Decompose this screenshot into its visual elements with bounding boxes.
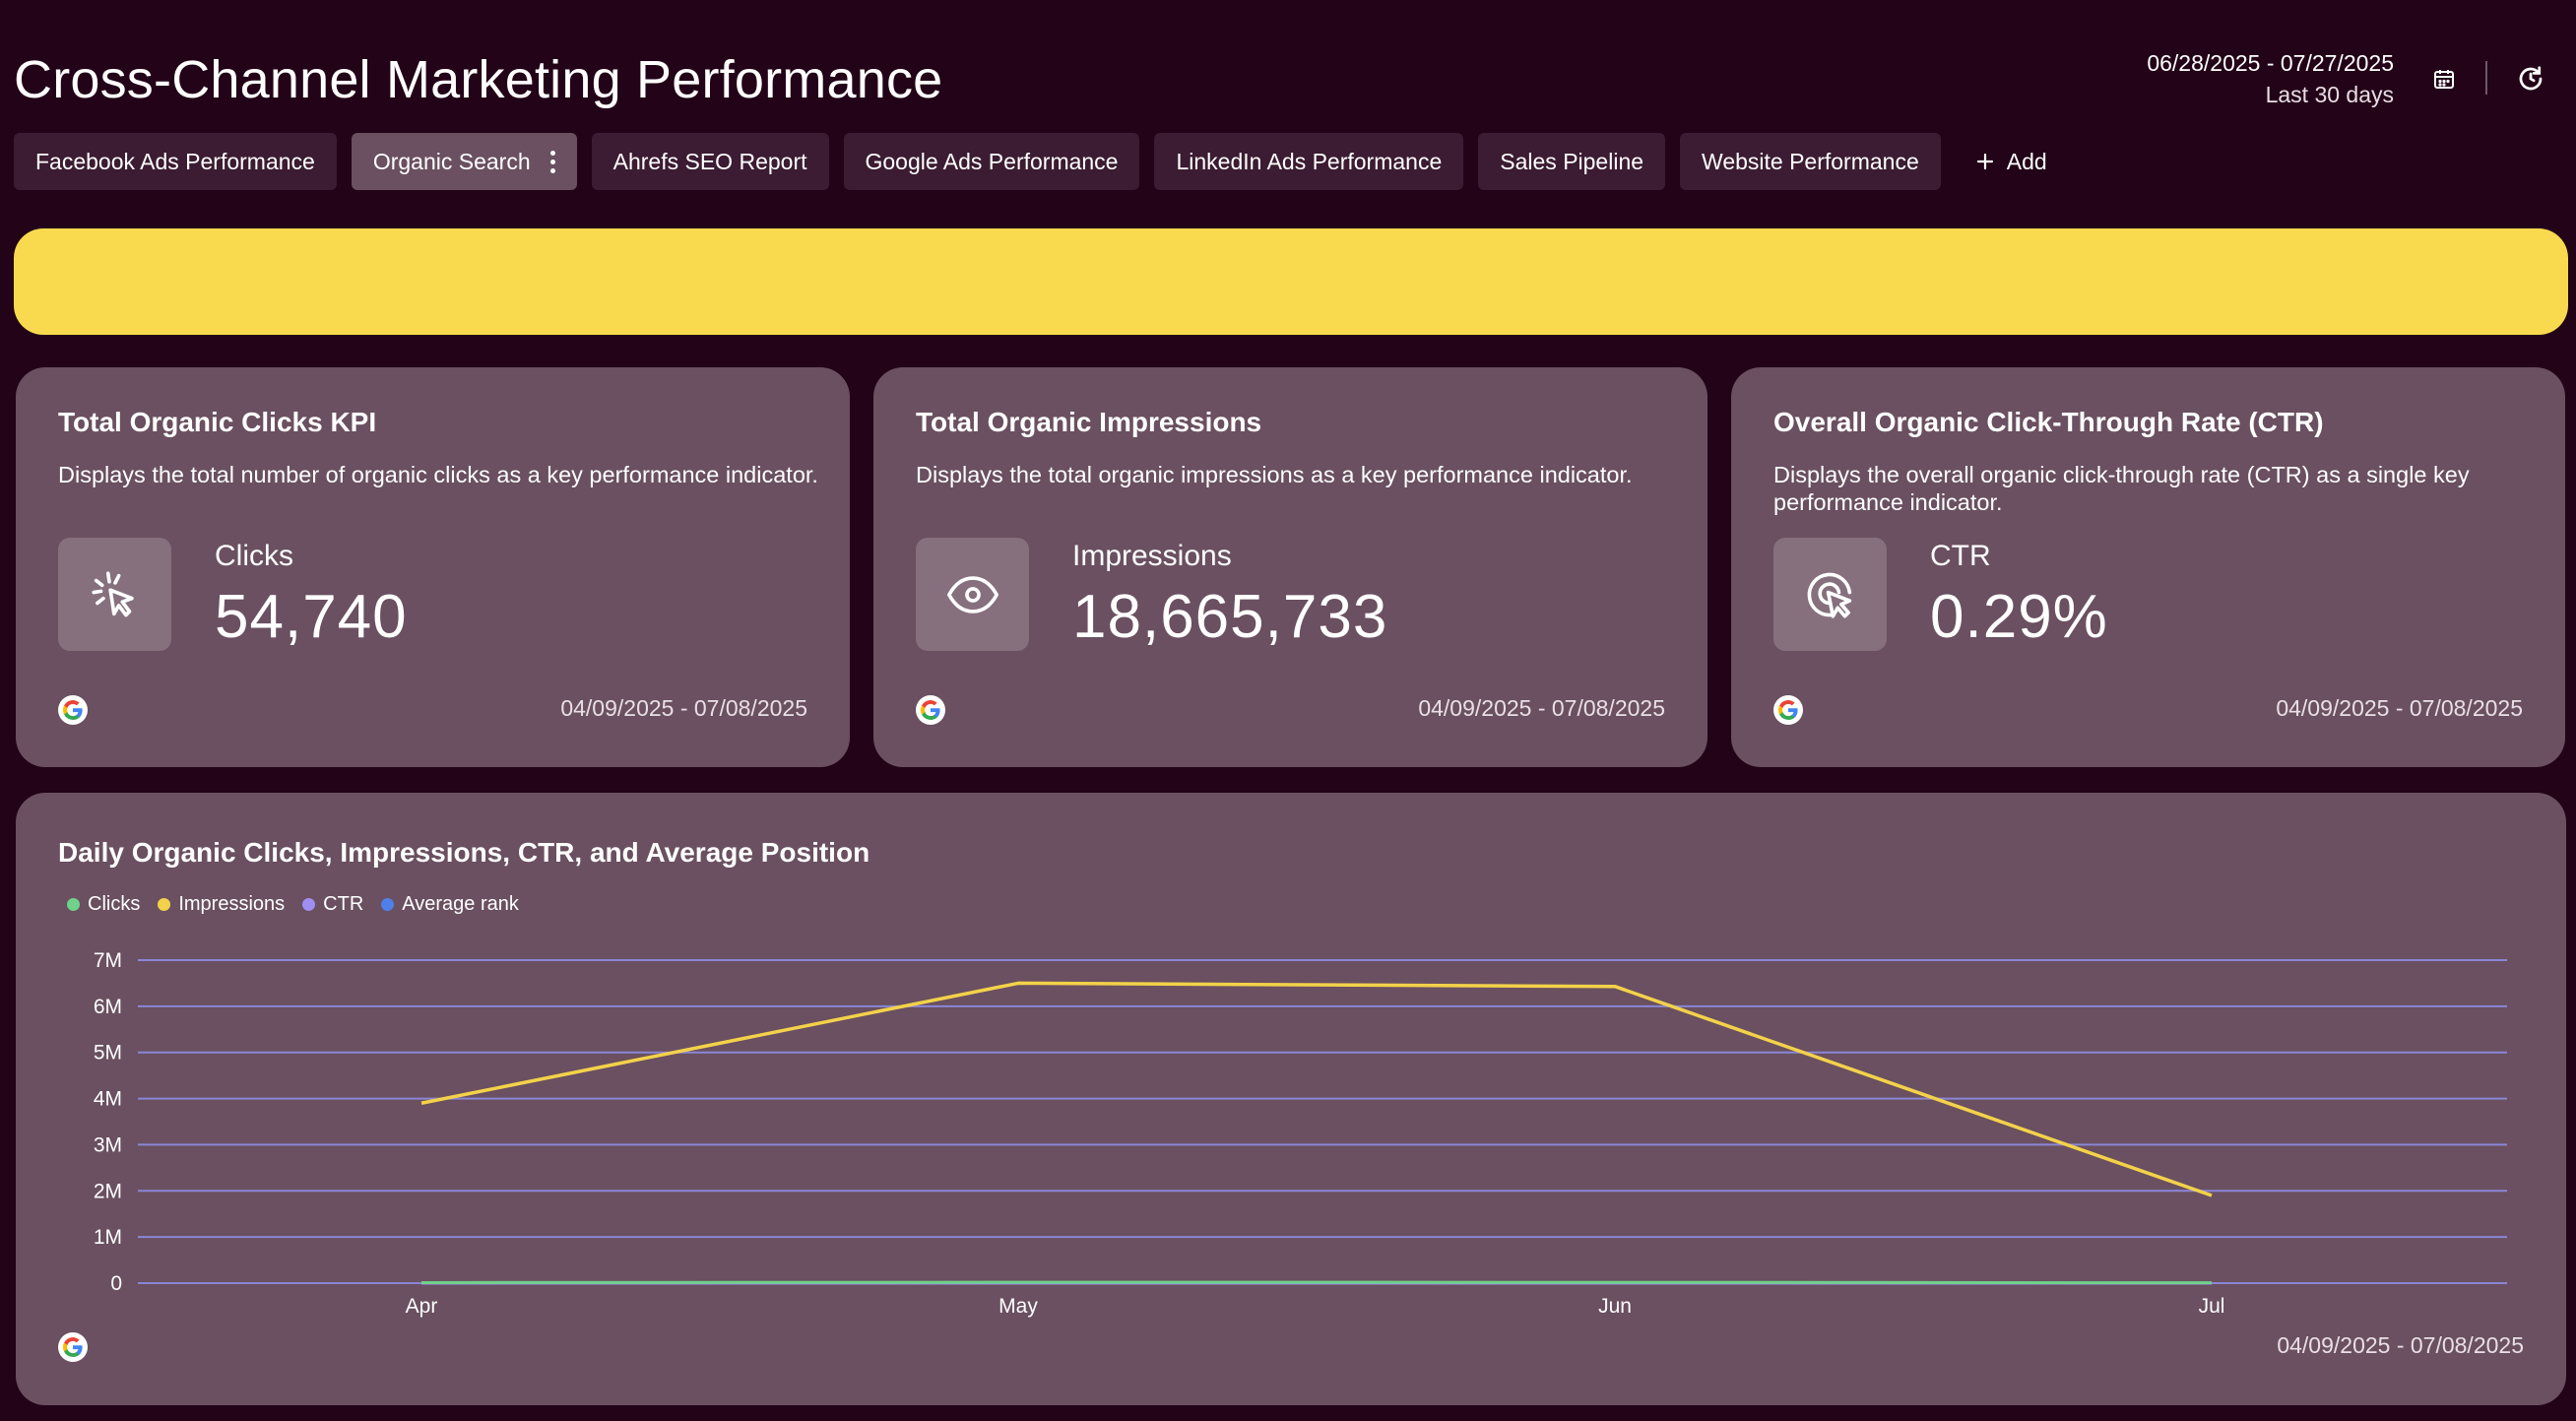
tab-linkedin-ads[interactable]: LinkedIn Ads Performance xyxy=(1154,133,1464,190)
date-range-text: 06/28/2025 - 07/27/2025 xyxy=(2147,50,2394,76)
kpi-value: 0.29% xyxy=(1930,583,2108,651)
kpi-label: Clicks xyxy=(215,540,293,572)
kpi-label: Impressions xyxy=(1072,540,1232,572)
tab-label: Website Performance xyxy=(1702,148,1919,174)
date-preset-text: Last 30 days xyxy=(2265,82,2394,107)
y-tick-label: 1M xyxy=(94,1226,122,1249)
cursor-click-icon xyxy=(58,538,171,651)
tab-label: Organic Search xyxy=(372,148,531,174)
dashboard-tabs: Facebook Ads Performance Organic Search … xyxy=(14,133,2067,190)
header-divider xyxy=(2485,61,2487,95)
refresh-icon[interactable] xyxy=(2515,63,2546,95)
tab-label: Google Ads Performance xyxy=(865,148,1119,174)
announcement-banner xyxy=(14,228,2568,335)
kebab-menu-icon[interactable] xyxy=(549,150,555,173)
date-range-picker[interactable]: 06/28/2025 - 07/27/2025 Last 30 days xyxy=(2147,47,2394,110)
y-tick-label: 5M xyxy=(94,1042,122,1065)
kpi-date-range: 04/09/2025 - 07/08/2025 xyxy=(560,695,807,721)
x-tick-label: Jun xyxy=(1598,1295,1632,1318)
google-icon xyxy=(1773,695,1803,725)
chart-card-daily-organic: Daily Organic Clicks, Impressions, CTR, … xyxy=(16,793,2566,1405)
tab-organic-search[interactable]: Organic Search xyxy=(351,133,577,190)
legend-item[interactable]: Clicks xyxy=(67,893,140,916)
y-tick-label: 7M xyxy=(94,949,122,972)
chart-legend: Clicks Impressions CTR Average rank xyxy=(67,893,519,916)
google-icon xyxy=(58,695,88,725)
kpi-value: 18,665,733 xyxy=(1072,583,1388,651)
kpi-card-impressions: Total Organic Impressions Displays the t… xyxy=(873,367,1707,767)
kpi-title: Total Organic Clicks KPI xyxy=(58,407,377,437)
legend-dot xyxy=(67,898,80,911)
kpi-description: Displays the total number of organic cli… xyxy=(58,462,818,487)
x-tick-label: May xyxy=(998,1295,1038,1318)
eye-icon xyxy=(916,538,1029,651)
tab-facebook-ads[interactable]: Facebook Ads Performance xyxy=(14,133,337,190)
google-icon xyxy=(916,695,945,725)
legend-label: Average rank xyxy=(402,893,519,915)
legend-item[interactable]: CTR xyxy=(302,893,363,916)
tab-label: LinkedIn Ads Performance xyxy=(1176,148,1443,174)
kpi-title: Overall Organic Click-Through Rate (CTR) xyxy=(1773,407,2324,437)
add-tab-label: Add xyxy=(2006,148,2047,174)
kpi-date-range: 04/09/2025 - 07/08/2025 xyxy=(1418,695,1665,721)
y-tick-label: 6M xyxy=(94,996,122,1018)
tab-ahrefs-seo[interactable]: Ahrefs SEO Report xyxy=(591,133,829,190)
legend-label: CTR xyxy=(323,893,364,915)
kpi-description: Displays the overall organic click-throu… xyxy=(1773,462,2470,515)
tab-label: Ahrefs SEO Report xyxy=(612,148,807,174)
y-tick-label: 2M xyxy=(94,1180,122,1202)
line-chart: 0 1M 2M 3M 4M 5M 6M 7M Apr May Jun Jul xyxy=(94,949,2507,1318)
add-tab-button[interactable]: Add xyxy=(1956,133,2067,190)
series-line-clicks[interactable] xyxy=(420,1280,2213,1285)
kpi-description: Displays the total organic impressions a… xyxy=(916,462,1633,487)
tab-label: Sales Pipeline xyxy=(1500,148,1644,174)
kpi-card-ctr: Overall Organic Click-Through Rate (CTR)… xyxy=(1731,367,2565,767)
chart-title: Daily Organic Clicks, Impressions, CTR, … xyxy=(58,837,870,868)
x-tick-label: Apr xyxy=(406,1295,438,1318)
kpi-value: 54,740 xyxy=(215,583,408,651)
y-tick-label: 4M xyxy=(94,1088,122,1111)
series-line-impressions[interactable] xyxy=(420,981,2213,1197)
legend-item[interactable]: Average rank xyxy=(381,893,519,916)
x-tick-label: Jul xyxy=(2199,1295,2225,1318)
legend-label: Clicks xyxy=(88,893,141,915)
plus-icon xyxy=(1976,153,1993,170)
chart-date-range: 04/09/2025 - 07/08/2025 xyxy=(2277,1332,2524,1358)
page-title: Cross-Channel Marketing Performance xyxy=(14,50,943,109)
tab-label: Facebook Ads Performance xyxy=(35,148,315,174)
legend-dot xyxy=(302,898,316,911)
tab-google-ads[interactable]: Google Ads Performance xyxy=(843,133,1140,190)
kpi-date-range: 04/09/2025 - 07/08/2025 xyxy=(2276,695,2523,721)
calendar-icon[interactable] xyxy=(2428,63,2460,95)
tab-sales-pipeline[interactable]: Sales Pipeline xyxy=(1478,133,1666,190)
kpi-card-clicks: Total Organic Clicks KPI Displays the to… xyxy=(16,367,850,767)
legend-label: Impressions xyxy=(178,893,286,915)
legend-item[interactable]: Impressions xyxy=(158,893,285,916)
kpi-title: Total Organic Impressions xyxy=(916,407,1262,437)
tab-website-performance[interactable]: Website Performance xyxy=(1680,133,1941,190)
y-tick-label: 0 xyxy=(110,1272,122,1295)
legend-dot xyxy=(381,898,395,911)
kpi-label: CTR xyxy=(1930,540,1991,572)
target-cursor-icon xyxy=(1773,538,1887,651)
y-tick-label: 3M xyxy=(94,1133,122,1156)
google-icon xyxy=(58,1332,88,1362)
legend-dot xyxy=(158,898,171,911)
